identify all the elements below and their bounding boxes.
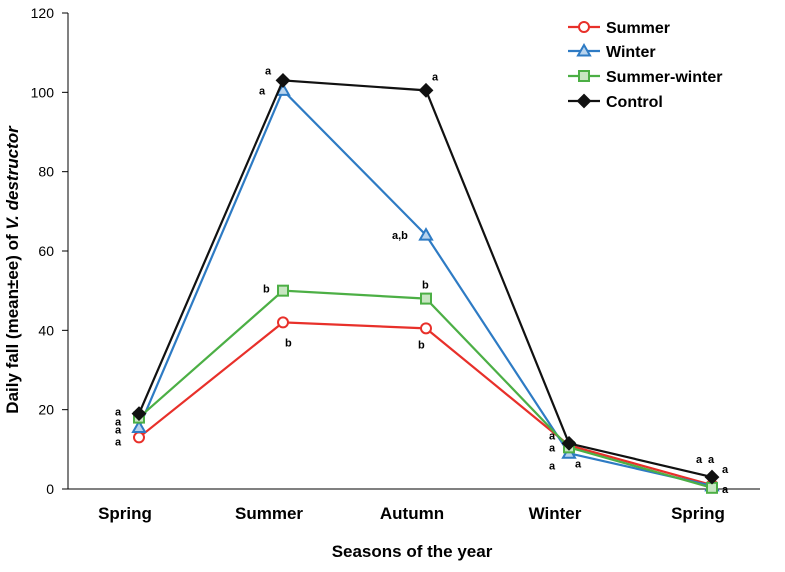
significance-letter: a [549, 460, 556, 472]
series-layer [131, 73, 720, 494]
x-category-label: Autumn [380, 504, 444, 523]
x-category-label: Winter [529, 504, 582, 523]
y-tick-label: 120 [31, 5, 55, 21]
point-circle [420, 322, 432, 335]
point-diamond [704, 469, 720, 485]
y-tick-label: 20 [38, 402, 54, 418]
legend-label: Summer-winter [606, 69, 722, 86]
point-diamond [418, 82, 434, 98]
series-winter [131, 82, 720, 492]
significance-letter: b [418, 339, 425, 351]
point-diamond [131, 406, 147, 422]
point-square [277, 284, 289, 297]
x-category-label: Summer [235, 504, 303, 523]
significance-letter: a [708, 454, 715, 466]
significance-letter: a [549, 430, 556, 442]
significance-letter: a [549, 442, 556, 454]
legend-item: Summer [568, 20, 670, 37]
significance-letter: a [696, 454, 703, 466]
y-tick-label: 60 [38, 243, 54, 259]
significance-letter: a [722, 464, 729, 476]
significance-letter: a,b [392, 230, 408, 242]
point-triangle [131, 419, 147, 434]
significance-letter: a [265, 65, 272, 77]
significance-letter: a [432, 71, 439, 83]
point-diamond [561, 435, 577, 451]
y-tick-label: 80 [38, 164, 54, 180]
x-category-labels: Spring Summer Autumn Winter Spring [98, 504, 725, 523]
point-square [578, 70, 590, 82]
point-square [420, 292, 432, 305]
significance-letter: a [115, 437, 122, 449]
significance-letter: b [263, 284, 270, 296]
significance-letter: a [575, 458, 582, 470]
significance-letter: a [259, 85, 266, 97]
point-circle [578, 21, 590, 33]
y-tick-labels: 0 20 40 60 80 100 120 [31, 5, 68, 497]
point-triangle [576, 42, 592, 57]
series-line [138, 289, 713, 489]
legend-label: Winter [606, 44, 656, 61]
point-diamond [275, 73, 291, 88]
y-axis-title-species: V. destructor [3, 125, 22, 230]
series-line [138, 321, 713, 487]
legend-label: Summer [606, 20, 670, 37]
point-circle [277, 316, 289, 329]
significance-letter: a [115, 407, 122, 419]
significance-letter: b [285, 337, 292, 349]
series-control [131, 73, 720, 485]
legend-item: Control [568, 93, 663, 111]
y-tick-label: 40 [38, 322, 54, 338]
legend-item: Winter [568, 42, 656, 61]
point-circle [133, 431, 145, 444]
significance-letter: a [115, 417, 122, 429]
legend-label: Control [606, 94, 663, 111]
point-diamond [576, 93, 592, 109]
significance-letter: a [115, 425, 122, 437]
significance-letter: b [422, 280, 429, 292]
x-axis-title: Seasons of the year [332, 542, 493, 561]
legend: Summer Winter Summer-winter Control [568, 20, 722, 111]
x-category-label: Spring [671, 504, 725, 523]
y-tick-label: 0 [46, 481, 54, 497]
x-category-label: Spring [98, 504, 152, 523]
legend-item: Summer-winter [568, 69, 722, 86]
y-axis-title-prefix: Daily fall (mean±ee) of [3, 230, 22, 414]
y-axis-title: Daily fall (mean±ee) of V. destructor [3, 125, 22, 414]
y-tick-label: 100 [31, 84, 55, 100]
point-triangle [418, 227, 434, 241]
significance-letter: a [722, 484, 729, 496]
